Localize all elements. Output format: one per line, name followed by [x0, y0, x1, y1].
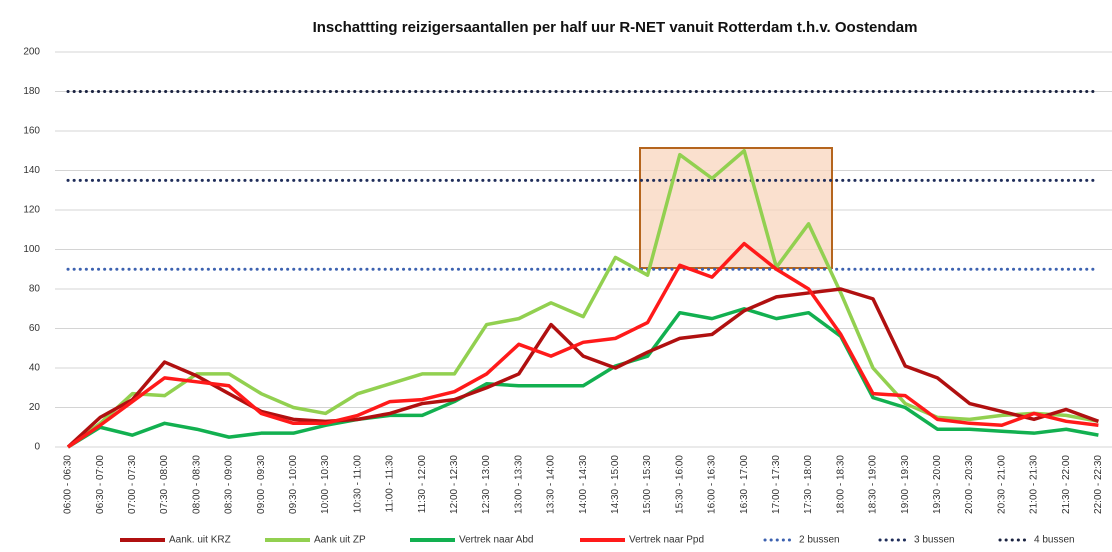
y-tick-label: 140 — [23, 165, 40, 176]
series-line — [67, 241, 1099, 449]
x-tick-label: 13:30 - 14:00 — [546, 455, 557, 514]
x-tick-label: 20:00 - 20:30 — [964, 455, 975, 514]
y-tick-label: 120 — [23, 205, 40, 216]
y-tick-label: 100 — [23, 244, 40, 255]
chart-title: Inschattting reizigersaantallen per half… — [313, 19, 918, 36]
x-tick-label: 17:00 - 17:30 — [771, 455, 782, 514]
legend-label: 2 bussen — [799, 535, 840, 546]
x-tick-label: 14:00 - 14:30 — [578, 455, 589, 514]
x-tick-label: 16:30 - 17:00 — [739, 455, 750, 514]
y-tick-label: 200 — [23, 47, 40, 58]
x-tick-label: 10:30 - 11:00 — [352, 455, 363, 514]
legend-label: Aank uit ZP — [314, 535, 366, 546]
x-tick-label: 11:30 - 12:00 — [417, 455, 428, 514]
x-tick-label: 21:30 - 22:00 — [1061, 455, 1072, 514]
x-tick-label: 07:00 - 07:30 — [127, 455, 138, 514]
y-tick-label: 60 — [29, 323, 41, 334]
x-tick-label: 09:30 - 10:00 — [288, 455, 299, 514]
x-tick-label: 07:30 - 08:00 — [159, 455, 170, 514]
y-tick-label: 160 — [23, 126, 40, 137]
x-tick-label: 19:00 - 19:30 — [900, 455, 911, 514]
x-tick-label: 21:00 - 21:30 — [1029, 455, 1040, 514]
series-line — [67, 307, 1099, 449]
x-tick-label: 16:00 - 16:30 — [707, 455, 718, 514]
x-tick-label: 14:30 - 15:00 — [610, 455, 621, 514]
x-tick-label: 10:00 - 10:30 — [320, 455, 331, 514]
legend-label: Aank. uit KRZ — [169, 535, 231, 546]
legend-label: 3 bussen — [914, 535, 955, 546]
y-tick-label: 20 — [29, 402, 41, 413]
legend-label: Vertrek naar Abd — [459, 535, 534, 546]
y-tick-label: 80 — [29, 284, 41, 295]
x-tick-label: 11:00 - 11:30 — [385, 455, 396, 513]
highlight-box — [639, 147, 833, 269]
x-tick-label: 15:00 - 15:30 — [642, 455, 653, 514]
x-tick-label: 17:30 - 18:00 — [803, 455, 814, 514]
x-tick-label: 20:30 - 21:00 — [996, 455, 1007, 514]
x-tick-label: 18:30 - 19:00 — [868, 455, 879, 514]
x-tick-label: 06:00 - 06:30 — [63, 455, 74, 514]
x-tick-label: 06:30 - 07:00 — [95, 455, 106, 514]
x-tick-label: 19:30 - 20:00 — [932, 455, 943, 514]
x-tick-label: 12:30 - 13:00 — [481, 455, 492, 514]
series-line — [66, 287, 1100, 449]
x-tick-label: 18:00 - 18:30 — [835, 455, 846, 514]
x-tick-label: 22:00 - 22:30 — [1093, 455, 1104, 514]
legend-label: 4 bussen — [1034, 535, 1075, 546]
y-tick-label: 40 — [29, 363, 41, 374]
x-tick-label: 08:00 - 08:30 — [191, 455, 202, 514]
x-tick-label: 08:30 - 09:00 — [224, 455, 235, 514]
x-tick-label: 13:00 - 13:30 — [513, 455, 524, 514]
y-tick-label: 0 — [34, 442, 40, 453]
y-tick-label: 180 — [23, 86, 40, 97]
x-tick-label: 12:00 - 12:30 — [449, 455, 460, 514]
series-line — [66, 149, 1099, 449]
x-tick-label: 09:00 - 09:30 — [256, 455, 267, 514]
legend-label: Vertrek naar Ppd — [629, 535, 704, 546]
x-tick-label: 15:30 - 16:00 — [674, 455, 685, 514]
